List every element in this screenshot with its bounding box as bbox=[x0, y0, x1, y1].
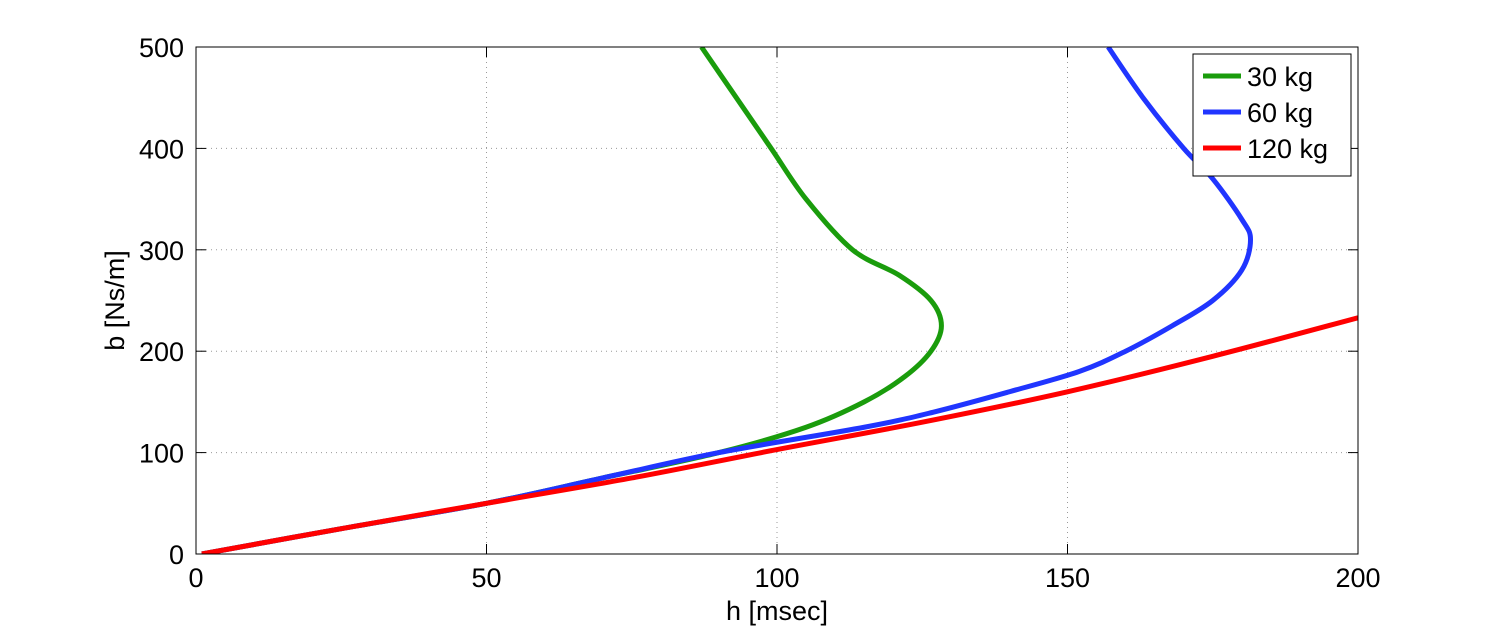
x-tick-label: 100 bbox=[754, 563, 799, 593]
grid-layer bbox=[196, 47, 1358, 554]
y-tick-label: 200 bbox=[139, 337, 184, 367]
y-axis-label: b [Ns/m] bbox=[100, 250, 130, 351]
series-line-120-kg bbox=[201, 315, 1358, 554]
legend-items: 30 kg 60 kg 120 kg bbox=[1203, 62, 1328, 164]
y-tick-label: 300 bbox=[139, 236, 184, 266]
y-tick-label: 0 bbox=[169, 540, 184, 570]
x-tick-label: 50 bbox=[471, 563, 501, 593]
y-tick-label: 100 bbox=[139, 439, 184, 469]
series-layer bbox=[201, 47, 1358, 554]
legend: 30 kg 60 kg 120 kg bbox=[1192, 53, 1352, 177]
series-line-60-kg bbox=[201, 47, 1254, 554]
x-tick-label: 200 bbox=[1335, 563, 1380, 593]
x-tick-label: 150 bbox=[1045, 563, 1090, 593]
y-tick-label: 500 bbox=[139, 33, 184, 63]
y-tick-label: 400 bbox=[139, 134, 184, 164]
x-tick-label: 0 bbox=[188, 563, 203, 593]
x-axis-label: h [msec] bbox=[726, 596, 828, 626]
legend-label: 60 kg bbox=[1247, 98, 1313, 128]
series-line-30-kg bbox=[201, 47, 944, 554]
legend-label: 120 kg bbox=[1247, 134, 1328, 164]
legend-label: 30 kg bbox=[1247, 62, 1313, 92]
tick-layer: 0 50 100 150 200 0 100 200 300 400 500 bbox=[139, 33, 1381, 593]
